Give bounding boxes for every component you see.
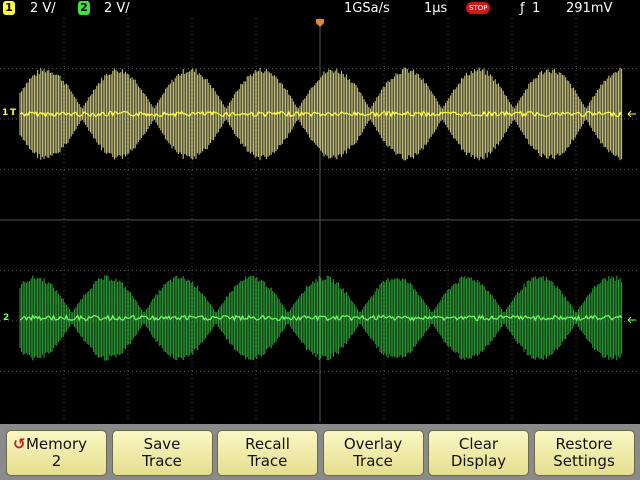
channel2-ground-marker: 2 (3, 313, 10, 323)
channel-badge: 1 (3, 1, 15, 15)
trigger-level-marker: T (10, 108, 17, 118)
softkey-bar: ↺ Memory 2 Save Trace Recall Trace Overlay Trace… (0, 424, 640, 480)
softkey-label: Restore (555, 435, 613, 453)
softkey[interactable]: Recall Trace (217, 430, 318, 476)
channel2-trace (19, 314, 623, 323)
channel1-trace (19, 109, 623, 119)
softkey-label: Display (450, 452, 507, 470)
softkey[interactable]: Clear Display (428, 430, 529, 476)
softkey-icon: ↺ (13, 435, 26, 453)
time-scale: 1µs (424, 1, 448, 16)
run-state: STOP (466, 2, 491, 14)
softkey-label: Recall (245, 435, 290, 453)
softkey-label: Trace (247, 452, 288, 470)
channel1-ground-marker: 1 (2, 108, 9, 118)
grid (0, 18, 640, 422)
channel2-level-marker (627, 316, 636, 324)
softkey-label: Clear (458, 435, 499, 453)
softkey-label: Overlay (343, 435, 403, 453)
channel-scale: 2 V/ (30, 1, 56, 16)
trigger-source: 1 (532, 1, 541, 16)
channel-badge: 2 (78, 1, 90, 15)
softkey-label: Save (143, 435, 181, 453)
softkey-label: Settings (553, 452, 615, 470)
channel-scale: 2 V/ (104, 1, 130, 16)
status-bar: 1 2 V/ 2 2 V/ 1GSa/s 1µs STOP ƒ 1 291mV (0, 0, 640, 18)
softkey-label: Memory (25, 435, 87, 453)
channel1-level-marker (627, 110, 636, 118)
softkey[interactable]: Overlay Trace (322, 430, 424, 476)
sample-rate: 1GSa/s (344, 1, 390, 16)
softkey-label: Trace (142, 452, 182, 470)
trigger-level: 291mV (566, 1, 613, 16)
trigger-position-marker (316, 19, 324, 27)
softkey[interactable]: ↺ Memory 2 (6, 430, 107, 476)
softkey[interactable]: Save Trace (111, 430, 213, 476)
graticule (0, 18, 640, 424)
trigger-symbol: ƒ (520, 1, 525, 16)
softkey-label: Trace (353, 452, 393, 470)
softkey[interactable]: Restore Settings (533, 430, 635, 476)
softkey-label: 2 (51, 452, 62, 470)
